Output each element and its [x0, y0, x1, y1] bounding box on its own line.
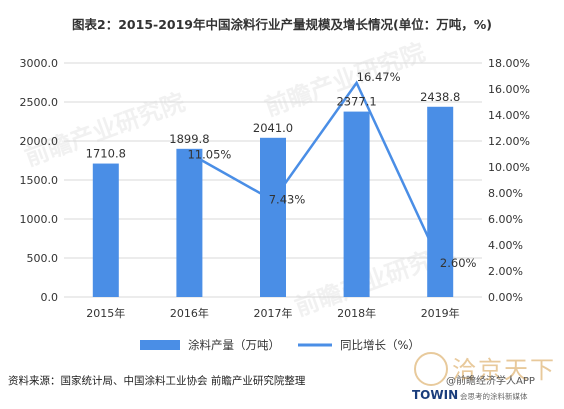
x-tick-label: 2015年	[86, 306, 125, 320]
y-right-tick-label: 2.00%	[488, 265, 523, 278]
bar	[92, 163, 119, 297]
brand-seal-icon	[414, 352, 448, 386]
legend-line-label: 同比增长（%）	[340, 338, 420, 352]
legend-bar-swatch	[140, 340, 180, 350]
brand-tagline: 会思考的涂料新媒体	[460, 392, 528, 401]
bar	[176, 148, 203, 297]
x-tick-label: 2016年	[170, 306, 209, 320]
y-right-tick-label: 18.00%	[488, 57, 530, 70]
brand-subtitle: @前瞻经济学人APP	[446, 376, 535, 387]
bar	[343, 111, 370, 297]
line-value-label: 7.43%	[269, 192, 306, 206]
bar-value-label: 1899.8	[169, 132, 209, 146]
y-right-tick-label: 0.00%	[488, 291, 523, 304]
y-left-tick-label: 500.0	[27, 252, 59, 265]
brand-logo: 洽京天下 @前瞻经济学人APP TOWIN 会思考的涂料新媒体	[410, 346, 560, 406]
bar	[260, 137, 286, 297]
line-value-label: 16.47%	[357, 70, 401, 84]
y-right-tick-label: 14.00%	[488, 109, 530, 122]
source-note: 资料来源：国家统计局、中国涂料工业协会 前瞻产业研究院整理	[8, 375, 306, 387]
bar-value-label: 2438.8	[420, 90, 460, 104]
chart-title: 图表2：2015-2019年中国涂料行业产量规模及增长情况(单位：万吨，%)	[72, 17, 492, 32]
y-left-tick-label: 1000.0	[20, 213, 59, 226]
y-left-tick-label: 3000.0	[20, 57, 59, 70]
growth-line	[188, 80, 442, 264]
y-right-tick-label: 12.00%	[488, 135, 530, 148]
y-left-tick-label: 1500.0	[20, 174, 59, 187]
y-right-tick-label: 16.00%	[488, 83, 530, 96]
y-right-tick-label: 10.00%	[488, 161, 530, 174]
x-tick-label: 2019年	[421, 306, 460, 320]
y-left-tick-label: 2000.0	[20, 135, 59, 148]
bar-value-label: 2377.1	[336, 95, 376, 109]
legend-bar-label: 涂料产量（万吨）	[188, 338, 280, 352]
bar	[427, 106, 454, 298]
combo-chart: 0.0 500.0 1000.0 1500.0 2000.0 2500.0 3000.0 0.…	[20, 57, 530, 352]
x-tick-label: 2018年	[337, 306, 376, 320]
brand-name: 洽京天下	[452, 356, 556, 384]
bar-value-label: 2041.0	[253, 121, 293, 135]
line-value-label: 2.60%	[440, 256, 477, 270]
line-value-label: 11.05%	[187, 147, 231, 161]
x-tick-label: 2017年	[254, 306, 293, 320]
y-right-tick-label: 4.00%	[488, 239, 523, 252]
y-right-tick-label: 8.00%	[488, 187, 523, 200]
y-left-tick-label: 2500.0	[20, 96, 59, 109]
bar-value-label: 1710.8	[86, 147, 126, 161]
y-right-tick-label: 6.00%	[488, 213, 523, 226]
y-left-tick-label: 0.0	[41, 291, 59, 304]
brand-towin: TOWIN	[412, 388, 459, 402]
